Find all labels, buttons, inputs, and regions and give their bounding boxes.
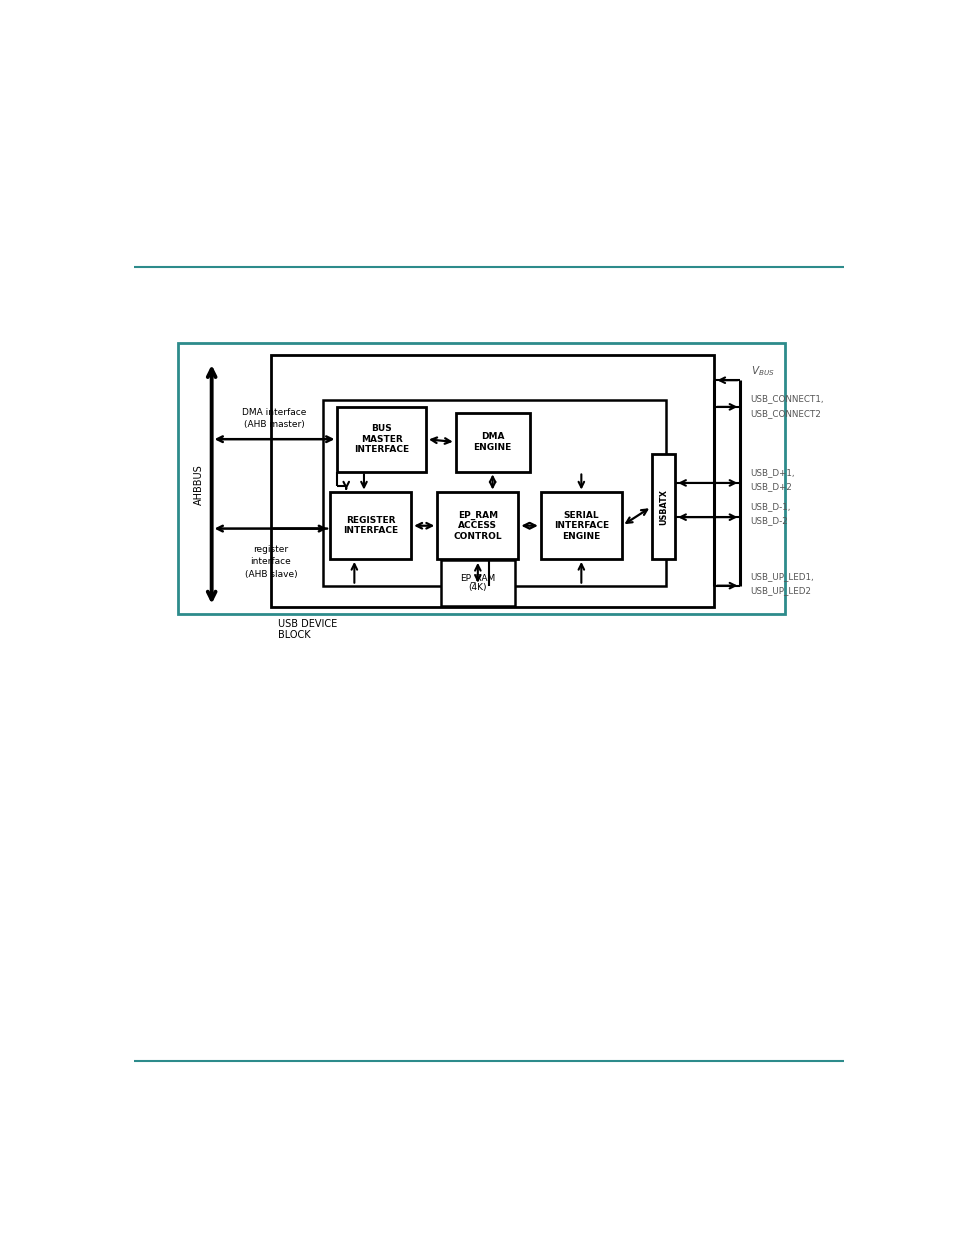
Text: (AHB slave): (AHB slave): [244, 569, 296, 579]
Text: (AHB master): (AHB master): [244, 420, 305, 430]
Text: USB_D+1,: USB_D+1,: [750, 468, 794, 477]
Text: USB_D-1,: USB_D-1,: [750, 503, 790, 511]
FancyBboxPatch shape: [322, 400, 665, 585]
Text: $V_{BUS}$: $V_{BUS}$: [750, 364, 774, 378]
Text: DMA interface: DMA interface: [242, 408, 306, 417]
FancyBboxPatch shape: [540, 493, 621, 559]
Text: USB_UP_LED2: USB_UP_LED2: [750, 585, 811, 595]
Text: REGISTER
INTERFACE: REGISTER INTERFACE: [343, 516, 397, 536]
Text: DMA
ENGINE: DMA ENGINE: [473, 432, 511, 452]
FancyBboxPatch shape: [337, 406, 426, 472]
Text: register: register: [253, 545, 288, 555]
FancyBboxPatch shape: [456, 412, 529, 472]
FancyBboxPatch shape: [271, 354, 714, 606]
Text: USB_D+2: USB_D+2: [750, 482, 792, 492]
Text: USB DEVICE: USB DEVICE: [278, 619, 337, 629]
FancyBboxPatch shape: [330, 493, 411, 559]
Text: BLOCK: BLOCK: [278, 630, 311, 640]
Text: USB_CONNECT2: USB_CONNECT2: [750, 409, 821, 417]
FancyBboxPatch shape: [178, 343, 783, 614]
Text: USB_UP_LED1,: USB_UP_LED1,: [750, 572, 814, 580]
Text: interface: interface: [251, 557, 291, 567]
Text: SERIAL
INTERFACE
ENGINE: SERIAL INTERFACE ENGINE: [553, 511, 608, 541]
Text: USB_CONNECT1,: USB_CONNECT1,: [750, 394, 823, 403]
FancyBboxPatch shape: [436, 493, 518, 559]
Text: USBATX: USBATX: [659, 489, 667, 525]
Text: BUS
MASTER
INTERFACE: BUS MASTER INTERFACE: [354, 425, 409, 454]
FancyBboxPatch shape: [440, 559, 515, 605]
Text: USB_D-2: USB_D-2: [750, 516, 787, 525]
Text: AHBBUS: AHBBUS: [193, 464, 204, 505]
Text: EP_RAM
ACCESS
CONTROL: EP_RAM ACCESS CONTROL: [453, 511, 501, 541]
Text: EP_RAM
(4K): EP_RAM (4K): [459, 573, 495, 593]
FancyBboxPatch shape: [651, 454, 675, 559]
